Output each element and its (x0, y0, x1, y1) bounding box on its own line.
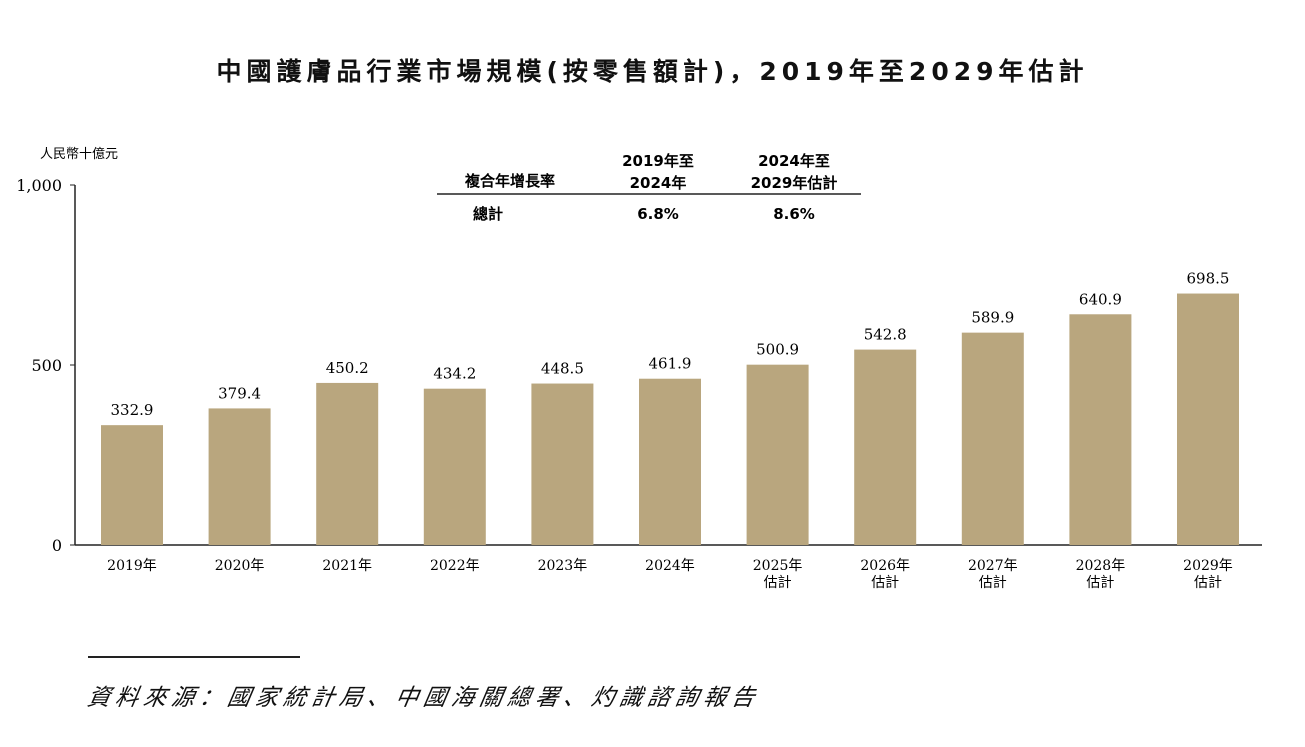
x-tick-label: 估計 (871, 575, 899, 591)
bar (1177, 293, 1239, 545)
x-tick-label: 2019年 (107, 558, 157, 574)
x-tick-label: 2021年 (322, 558, 372, 574)
bar (961, 332, 1024, 545)
y-tick-label: 0 (52, 536, 62, 555)
bar (1069, 314, 1132, 545)
cagr-col1-line1: 2019年至 (622, 152, 694, 170)
cagr-value-2024-2029: 8.6% (773, 205, 815, 223)
cagr-col2-line2: 2029年估計 (751, 174, 838, 192)
x-tick-label: 估計 (1194, 575, 1222, 591)
bar-value-label: 461.9 (649, 355, 692, 373)
bar (639, 378, 701, 545)
cagr-col1-line2: 2024年 (630, 174, 687, 192)
bar-value-label: 542.8 (864, 326, 907, 344)
cagr-col2-line1: 2024年至 (758, 152, 830, 170)
x-tick-label: 2020年 (215, 558, 265, 574)
cagr-header: 複合年增長率 (464, 172, 555, 190)
x-tick-label: 2027年 (968, 558, 1018, 574)
x-tick-label: 估計 (979, 575, 1007, 591)
x-tick-label: 2029年 (1183, 558, 1233, 574)
y-tick-label: 500 (31, 356, 62, 375)
bar-value-label: 640.9 (1079, 290, 1122, 308)
bar (746, 364, 809, 545)
source-note: 資料來源：國家統計局、中國海關總署、灼識諮詢報告 (85, 685, 762, 711)
bar-value-label: 500.9 (756, 341, 799, 359)
cagr-row-label: 總計 (473, 205, 503, 223)
bar-value-label: 589.9 (971, 309, 1014, 327)
source-divider (88, 656, 300, 658)
bar-value-label: 332.9 (111, 401, 154, 419)
x-tick-label: 2022年 (430, 558, 480, 574)
x-tick-label: 2026年 (860, 558, 910, 574)
chart-title: 中國護膚品行業市場規模(按零售額計)，2019年至2029年估計 (216, 57, 1089, 86)
bar (316, 382, 379, 545)
cagr-table: 複合年增長率 2019年至 2024年 2024年至 2029年估計 總計 6.… (437, 152, 861, 223)
y-axis-label: 人民幣十億元 (40, 146, 118, 162)
bar-value-label: 698.5 (1187, 270, 1230, 288)
x-tick-label: 2024年 (645, 558, 695, 574)
x-tick-label: 估計 (764, 575, 792, 591)
bar (101, 425, 163, 545)
bar (423, 388, 486, 545)
bar (208, 408, 271, 545)
bar-value-label: 450.2 (326, 359, 369, 377)
bar-value-label: 379.4 (218, 384, 261, 402)
y-tick-label: 1,000 (16, 176, 62, 195)
bar (531, 383, 594, 545)
x-tick-label: 2028年 (1076, 558, 1126, 574)
bar (854, 349, 917, 545)
cagr-value-2019-2024: 6.8% (637, 205, 679, 223)
x-tick-label: 2023年 (538, 558, 588, 574)
x-tick-label: 估計 (1086, 575, 1114, 591)
bar-value-label: 448.5 (541, 360, 584, 378)
bar-value-label: 434.2 (433, 365, 476, 383)
x-tick-label: 2025年 (753, 558, 803, 574)
